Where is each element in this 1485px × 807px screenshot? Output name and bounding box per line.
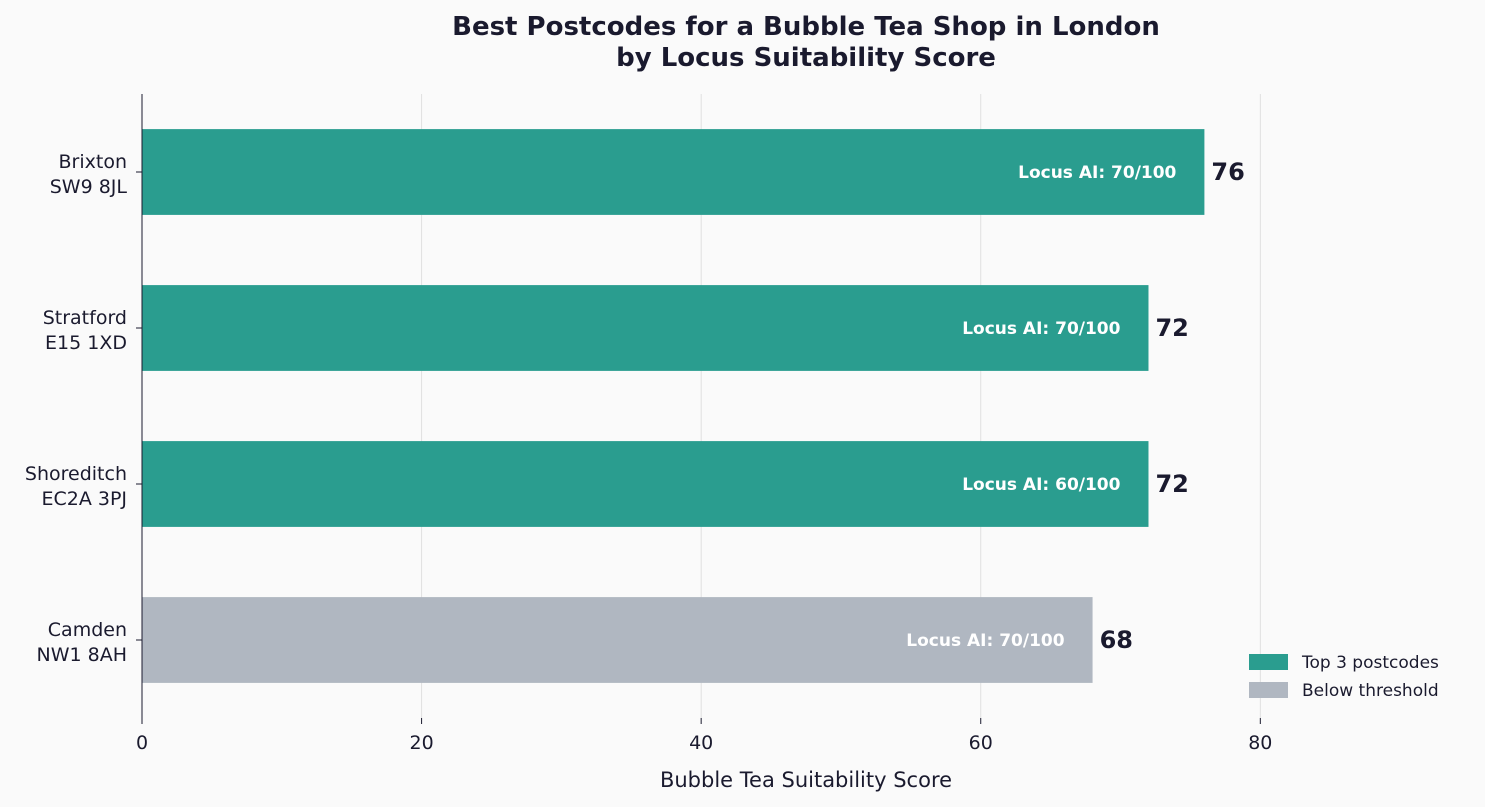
x-tick-label: 60 (969, 732, 993, 754)
y-tick-label-name: Brixton (59, 151, 128, 173)
legend-swatch (1249, 682, 1288, 698)
x-tick-label: 20 (409, 732, 433, 754)
bar-value-label: 68 (1100, 626, 1133, 654)
bar (142, 285, 1149, 371)
bar-inner-label: Locus AI: 70/100 (1018, 163, 1176, 183)
legend-swatch (1249, 654, 1288, 670)
bar (142, 597, 1093, 683)
legend-label: Below threshold (1302, 681, 1439, 701)
x-tick-label: 0 (136, 732, 148, 754)
y-tick-label-postcode: NW1 8AH (36, 644, 127, 666)
y-tick-label-name: Camden (48, 619, 127, 641)
bar-value-label: 72 (1155, 470, 1188, 498)
bar-inner-label: Locus AI: 60/100 (962, 475, 1120, 495)
x-tick-label: 80 (1248, 732, 1272, 754)
axes: 0 20 40 60 80 Brixton SW9 8JL Stratford E15 1XD S… (25, 94, 1272, 754)
bar (142, 129, 1205, 215)
bar-value-label: 72 (1155, 314, 1188, 342)
bar-value-label: 76 (1211, 158, 1244, 186)
x-axis-label: Bubble Tea Suitability Score (660, 768, 952, 792)
chart-title-line-2: by Locus Suitability Score (616, 43, 996, 73)
y-tick-label-postcode: SW9 8JL (50, 176, 128, 198)
y-tick-label-postcode: E15 1XD (45, 332, 127, 354)
y-tick-label-postcode: EC2A 3PJ (41, 488, 127, 510)
bar (142, 441, 1149, 527)
bar-inner-label: Locus AI: 70/100 (906, 631, 1064, 651)
y-tick-label-name: Shoreditch (25, 463, 127, 485)
legend-label: Top 3 postcodes (1301, 653, 1439, 673)
bar-inner-label: Locus AI: 70/100 (962, 319, 1120, 339)
y-tick-label-name: Stratford (43, 307, 127, 329)
x-tick-label: 40 (689, 732, 713, 754)
bars: Locus AI: 70/100 76 Locus AI: 70/100 72 Locu… (142, 129, 1245, 683)
legend: Top 3 postcodes Below threshold (1249, 653, 1439, 701)
chart-title-line-1: Best Postcodes for a Bubble Tea Shop in … (452, 12, 1160, 42)
